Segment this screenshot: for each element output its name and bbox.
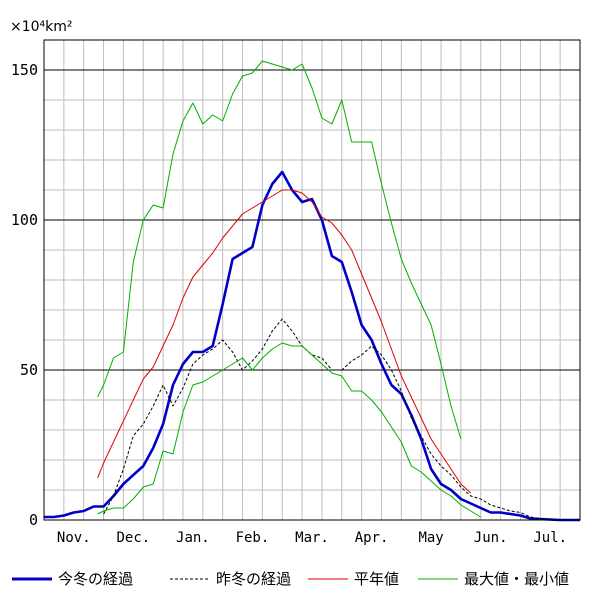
month-label: Nov. (57, 530, 91, 546)
legend-label: 今冬の経過 (58, 570, 133, 588)
month-label: May (418, 530, 443, 546)
legend-label: 最大値・最小値 (464, 570, 569, 588)
month-label: Jan. (176, 530, 210, 546)
month-label: Mar. (295, 530, 329, 546)
plot-frame (43, 39, 581, 521)
month-label: Jul. (533, 530, 567, 546)
unit-label: ×10⁴km² (10, 19, 73, 35)
month-label: Jun. (474, 530, 508, 546)
grid (44, 40, 580, 520)
series-line (97, 189, 472, 494)
month-label: Feb. (236, 530, 270, 546)
legend: 今冬の経過 昨冬の経過 平年値 最大値・最小値 (12, 570, 569, 588)
y-tick-label: 0 (29, 511, 38, 529)
series-line (97, 60, 462, 440)
month-label: Apr. (355, 530, 389, 546)
series-lines (44, 60, 580, 522)
month-label: Dec. (116, 530, 150, 546)
y-tick-label: 50 (20, 361, 38, 379)
series-line (103, 318, 551, 521)
legend-label: 昨冬の経過 (216, 570, 291, 588)
y-tick-label: 100 (11, 211, 38, 229)
legend-label: 平年値 (354, 570, 399, 588)
y-tick-labels: 0 50 100 150 (11, 61, 38, 529)
month-labels: Nov. Dec. Jan. Feb. Mar. Apr. May Jun. Jul. (57, 530, 567, 546)
series-line (44, 170, 580, 522)
y-tick-label: 150 (11, 61, 38, 79)
series-line (97, 342, 481, 518)
